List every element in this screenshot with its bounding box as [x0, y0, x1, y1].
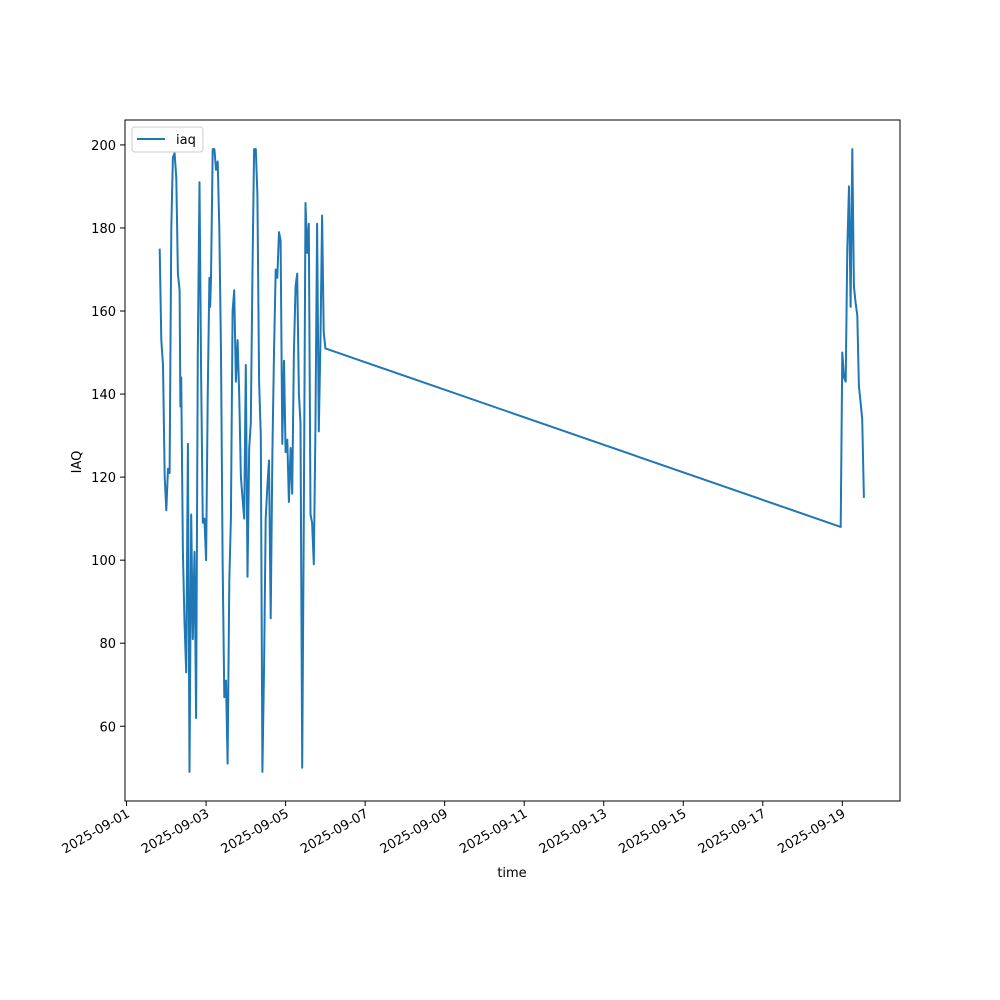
y-tick-label: 60 — [99, 720, 116, 735]
y-tick-label: 200 — [91, 139, 116, 154]
legend-box — [131, 126, 204, 153]
legend: iaq — [131, 126, 204, 153]
y-axis-label: IAQ — [70, 451, 85, 474]
y-tick-label: 100 — [91, 554, 116, 569]
x-axis-label: time — [497, 866, 526, 881]
y-tick-label: 160 — [91, 305, 116, 320]
y-tick-label: 80 — [99, 637, 116, 652]
legend-label-iaq: iaq — [176, 133, 196, 148]
series-line-iaq — [158, 148, 865, 773]
plot-frame — [124, 119, 901, 802]
y-tick-label: 120 — [91, 471, 116, 486]
series-layer — [158, 148, 865, 773]
y-tick-label: 180 — [91, 222, 116, 237]
y-tick-label: 140 — [91, 388, 116, 403]
y-axis: 60 80 100 120 140 160 180 200 — [91, 139, 125, 735]
